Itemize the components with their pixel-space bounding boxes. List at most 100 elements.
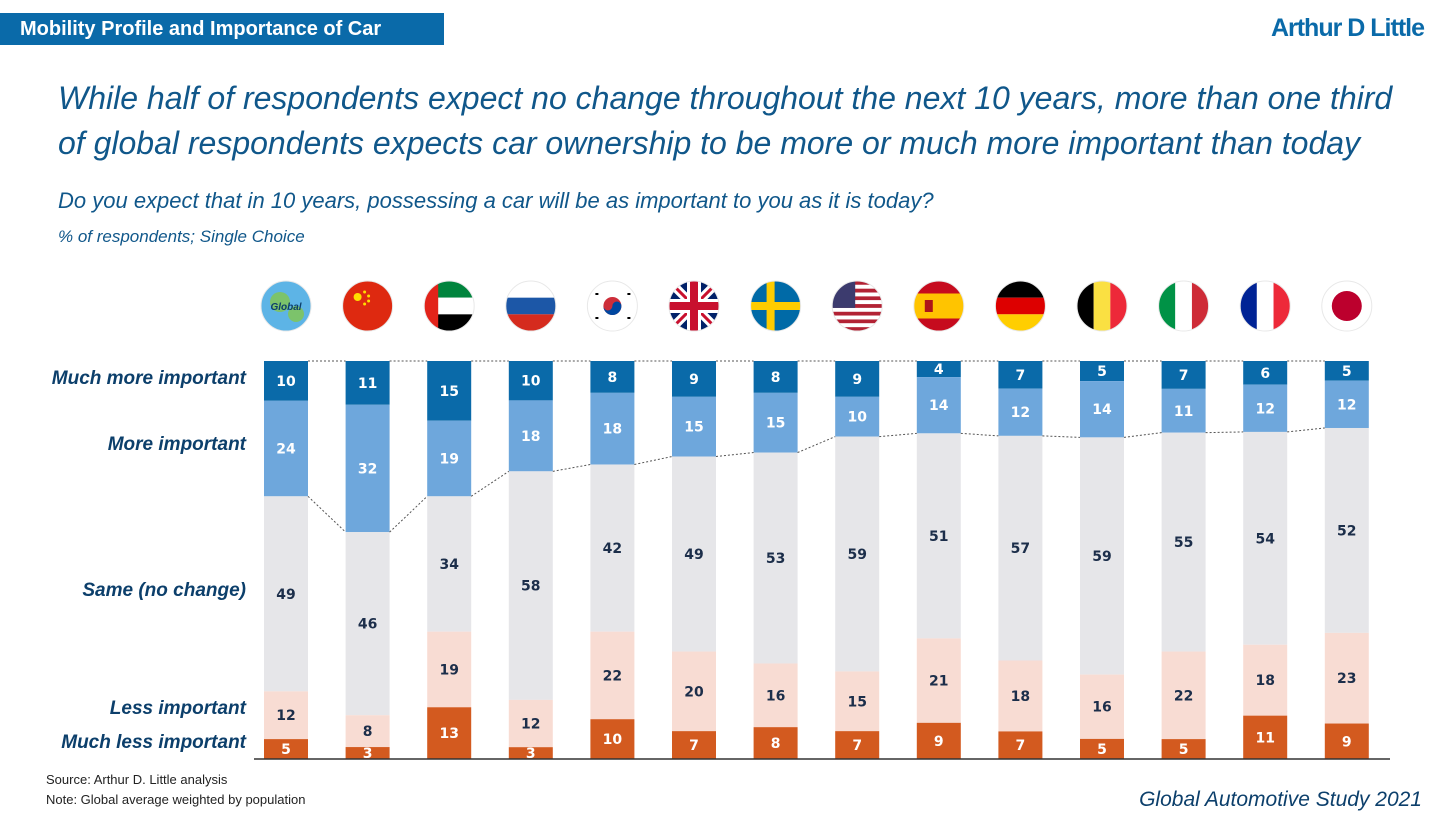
bar-label-much-less-important-china: 3 <box>363 746 373 762</box>
bar-label-same-no-change-united-states: 59 <box>847 547 866 563</box>
bar-more-important-france <box>1243 384 1288 432</box>
bar-label-more-important-spain: 14 <box>929 398 949 414</box>
bar-more-important-uae <box>427 420 472 497</box>
bar-much-less-important-sweden <box>753 727 798 759</box>
bar-much-less-important-china <box>345 747 390 759</box>
bar-much-more-important-united-states <box>835 361 880 397</box>
bar-label-less-important-russia: 12 <box>521 717 540 733</box>
same-connector-line <box>307 427 1325 533</box>
bar-much-less-important-spain <box>916 722 961 759</box>
bar-label-less-important-global: 12 <box>276 708 295 724</box>
bar-label-much-less-important-spain: 9 <box>934 734 944 750</box>
bar-less-important-japan <box>1324 632 1369 724</box>
flag-russia-icon <box>505 280 557 332</box>
flag-france-icon <box>1239 280 1291 332</box>
bar-label-more-important-uae: 19 <box>439 452 458 468</box>
bar-much-more-important-united-kingdom <box>672 361 716 397</box>
bar-label-much-more-important-china: 11 <box>358 376 377 392</box>
bar-label-much-more-important-russia: 10 <box>521 374 541 390</box>
bar-label-much-less-important-russia: 3 <box>526 746 536 762</box>
bar-label-more-important-belgium: 14 <box>1092 402 1112 418</box>
flag-china-icon <box>342 280 394 332</box>
bar-much-less-important-uae <box>427 707 472 759</box>
bar-much-less-important-russia <box>508 747 553 759</box>
bar-same-no-change-global <box>264 496 308 692</box>
headline-line-2: of global respondents expects car owners… <box>58 125 1361 161</box>
bar-label-much-more-important-united-kingdom: 9 <box>689 372 699 388</box>
bar-label-much-less-important-italy: 5 <box>1179 742 1189 758</box>
bar-same-no-change-japan <box>1324 427 1369 633</box>
bar-label-more-important-japan: 12 <box>1337 397 1356 413</box>
bar-label-much-more-important-south-korea: 8 <box>608 370 618 386</box>
bar-label-same-no-change-germany: 57 <box>1011 541 1030 557</box>
bar-less-important-sweden <box>753 663 798 728</box>
label-more-important: More important <box>107 434 246 455</box>
bar-less-important-belgium <box>1080 674 1124 739</box>
bar-less-important-spain <box>916 638 961 723</box>
bar-label-same-no-change-belgium: 59 <box>1092 549 1111 565</box>
headline: While half of respondents expect no chan… <box>58 76 1418 166</box>
bar-much-more-important-uae <box>427 361 472 421</box>
bar-label-much-more-important-spain: 4 <box>934 362 944 378</box>
bar-more-important-united-kingdom <box>672 396 716 457</box>
bar-much-more-important-global <box>264 361 308 401</box>
section-tag: Mobility Profile and Importance of Car <box>0 13 444 45</box>
bar-label-much-more-important-japan: 5 <box>1342 364 1352 380</box>
label-much-less-important: Much less important <box>61 732 246 753</box>
bar-much-less-important-south-korea <box>590 719 635 759</box>
bar-more-important-belgium <box>1080 381 1124 438</box>
flag-uae-icon <box>423 280 475 332</box>
bar-label-same-no-change-france: 54 <box>1255 531 1275 547</box>
label-same: Same (no change) <box>82 580 246 601</box>
bar-less-important-italy <box>1161 651 1206 740</box>
bar-more-important-sweden <box>753 392 798 453</box>
bar-same-no-change-belgium <box>1080 437 1124 675</box>
bar-more-important-spain <box>916 377 961 434</box>
bar-less-important-russia <box>508 699 553 748</box>
bar-same-no-change-spain <box>916 433 961 639</box>
bar-much-more-important-sweden <box>753 361 798 393</box>
bar-same-no-change-russia <box>508 471 553 700</box>
flag-united-states-icon <box>831 280 883 332</box>
label-much-more-important: Much more important <box>51 368 246 389</box>
bar-much-more-important-belgium <box>1080 361 1124 382</box>
bar-much-less-important-germany <box>998 731 1043 759</box>
bar-more-important-japan <box>1324 380 1369 428</box>
bar-label-same-no-change-japan: 52 <box>1337 523 1356 539</box>
bar-label-much-less-important-belgium: 5 <box>1097 742 1107 758</box>
flag-sweden-icon <box>750 280 802 332</box>
bar-label-much-less-important-united-states: 7 <box>852 738 862 754</box>
flag-japan-icon <box>1321 280 1373 332</box>
bar-label-same-no-change-china: 46 <box>358 617 377 633</box>
bar-label-much-more-important-france: 6 <box>1260 366 1270 382</box>
bar-label-much-more-important-global: 10 <box>276 374 296 390</box>
flag-italy-icon <box>1158 280 1210 332</box>
bar-label-more-important-united-states: 10 <box>847 410 867 426</box>
bar-much-more-important-china <box>345 361 390 405</box>
bar-label-same-no-change-united-kingdom: 49 <box>684 547 703 563</box>
bar-label-less-important-italy: 22 <box>1174 688 1193 704</box>
bar-label-less-important-china: 8 <box>363 724 373 740</box>
bar-same-no-change-france <box>1243 431 1288 645</box>
bar-much-less-important-united-kingdom <box>672 731 716 759</box>
bar-more-important-south-korea <box>590 392 635 465</box>
bar-same-no-change-united-states <box>835 436 880 672</box>
bar-same-no-change-italy <box>1161 432 1206 652</box>
bar-label-much-less-important-united-kingdom: 7 <box>689 738 699 754</box>
bar-much-more-important-germany <box>998 361 1043 389</box>
bar-label-less-important-spain: 21 <box>929 674 948 690</box>
bar-same-no-change-sweden <box>753 452 798 664</box>
bar-much-more-important-italy <box>1161 361 1206 389</box>
bar-much-less-important-japan <box>1324 723 1369 759</box>
bar-label-more-important-france: 12 <box>1255 401 1274 417</box>
bar-much-more-important-japan <box>1324 361 1369 381</box>
bar-more-important-united-states <box>835 396 880 437</box>
source-note: Source: Arthur D. Little analysis <box>46 772 228 787</box>
bar-more-important-italy <box>1161 388 1206 433</box>
flag-south-korea-icon <box>586 280 638 332</box>
flag-global-icon: Global <box>260 280 312 332</box>
bar-label-much-more-important-germany: 7 <box>1016 368 1026 384</box>
bar-much-less-important-belgium <box>1080 738 1124 759</box>
bar-label-much-less-important-uae: 13 <box>439 726 458 742</box>
bar-much-less-important-france <box>1243 715 1288 759</box>
